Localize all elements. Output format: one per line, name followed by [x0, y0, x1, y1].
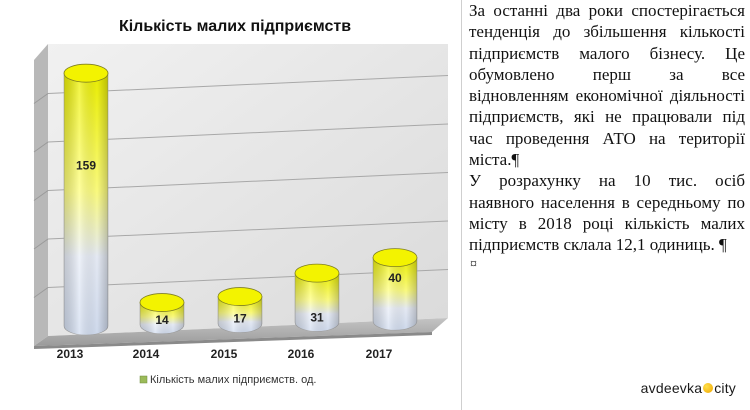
chart-title: Кількість малих підприємств: [119, 18, 351, 35]
x-tick-label: 2014: [133, 347, 160, 361]
data-label: 14: [155, 313, 169, 327]
bars: 159 14 17 31 40: [63, 63, 418, 336]
gridline-side: [33, 141, 49, 153]
gridline: [47, 220, 449, 240]
x-tick-label: 2013: [57, 347, 84, 361]
back-wall: [48, 44, 448, 336]
bar-top: [63, 63, 109, 83]
watermark: avdeevka city: [641, 380, 736, 396]
bar-2014: 14: [139, 293, 185, 335]
legend-label: Кількість малих підприємств. од.: [150, 374, 316, 386]
x-tick-label: 2015: [211, 347, 238, 361]
data-label: 159: [76, 158, 96, 172]
x-tick-label: 2016: [288, 347, 315, 361]
bar-2016: 31: [294, 263, 340, 332]
bar-shade: [64, 73, 108, 335]
watermark-suffix: city: [714, 380, 736, 396]
bar-2017: 40: [372, 248, 418, 331]
gridline-side: [33, 287, 49, 298]
chart-panel: Кількість малих підприємств 159 14 17 31 40 …: [33, 18, 449, 386]
gridline-side: [33, 93, 49, 104]
bar-shade: [295, 273, 339, 332]
gridline: [47, 172, 449, 191]
data-label: 31: [310, 310, 324, 324]
text-panel: За останні два роки спостерігається тенд…: [461, 0, 750, 410]
gridline: [47, 123, 449, 143]
floor-front-edge: [34, 332, 432, 349]
bar-top: [139, 293, 185, 312]
paragraph-1: За останні два роки спостерігається тенд…: [469, 1, 745, 170]
bar-top: [372, 248, 418, 268]
data-label: 40: [388, 271, 402, 285]
paragraph-2: У розрахунку на 10 тис. осіб наявного на…: [469, 171, 745, 255]
end-of-cell-mark: ¤: [470, 256, 477, 272]
bar-2015: 17: [217, 287, 263, 333]
gridline-side: [33, 238, 49, 250]
bar-top: [217, 287, 263, 306]
x-axis-labels: 2013 2014 2015 2016 2017: [57, 347, 393, 361]
x-tick-label: 2017: [366, 347, 393, 361]
data-label: 17: [233, 312, 247, 326]
gridline-side: [33, 190, 49, 201]
legend-swatch: [139, 375, 148, 384]
gridline: [47, 75, 449, 94]
watermark-dot-icon: [703, 383, 714, 393]
bar-shade: [218, 296, 262, 333]
bar-shade: [373, 257, 417, 331]
legend: Кількість малих підприємств. од.: [139, 374, 316, 386]
bar-2013: 159: [63, 63, 109, 336]
watermark-prefix: avdeevka: [640, 380, 703, 396]
bar-top: [294, 263, 340, 283]
